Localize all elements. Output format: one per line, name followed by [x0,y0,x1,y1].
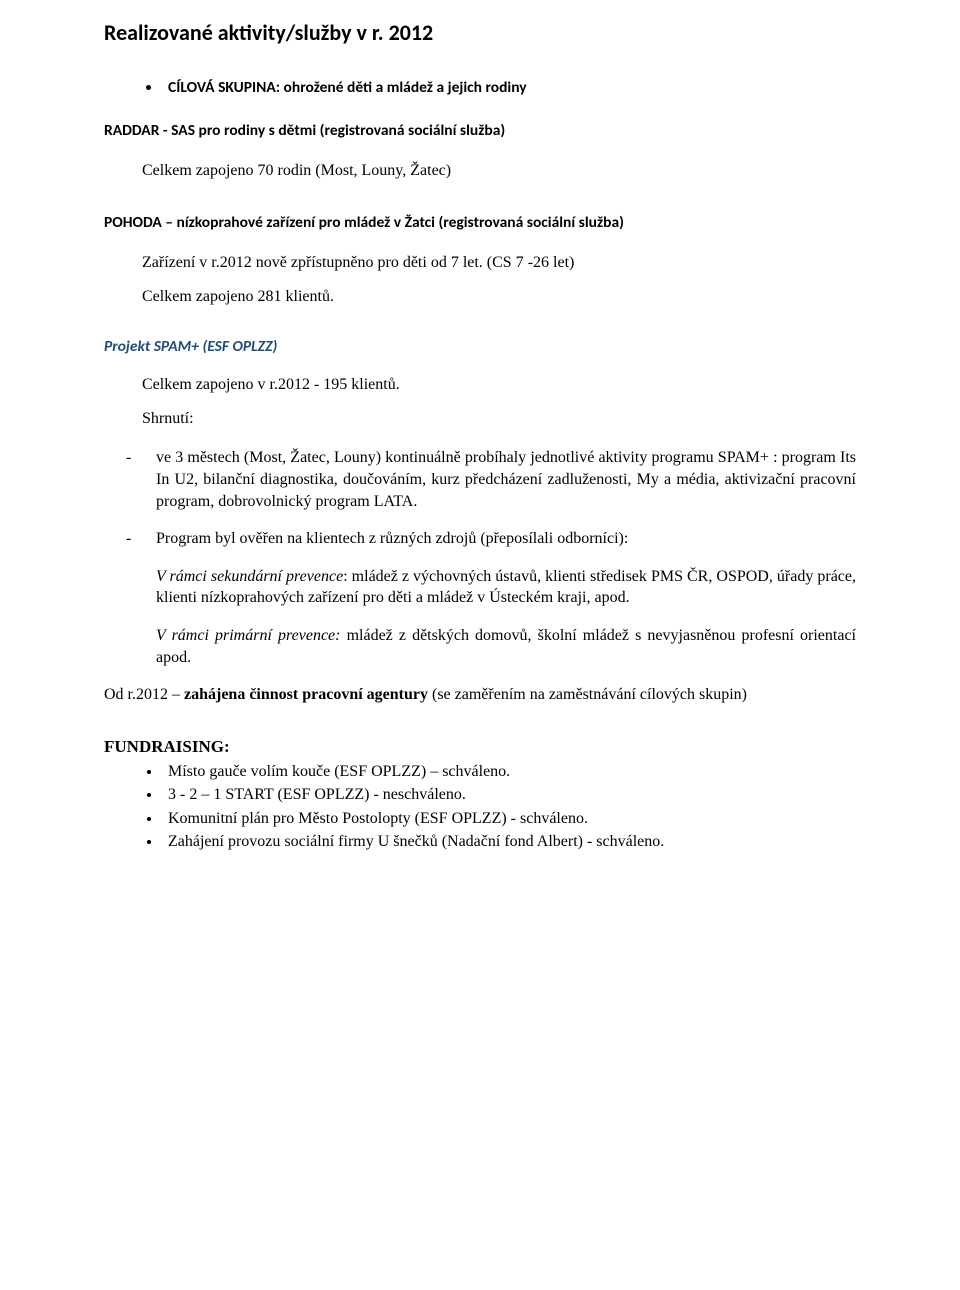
agency-prefix: Od r.2012 – [104,686,184,703]
spam-heading: Projekt SPAM+ (ESF OPLZZ) [104,337,856,358]
pohoda-line-2: Celkem zapojeno 281 klientů. [142,286,856,308]
page-title: Realizované aktivity/služby v r. 2012 [104,18,856,48]
spam-line-1: Celkem zapojeno v r.2012 - 195 klientů. [142,374,856,396]
agency-line: Od r.2012 – zahájena činnost pracovní ag… [104,684,856,706]
target-group-list: CÍLOVÁ SKUPINA: ohrožené děti a mládež a… [104,78,856,99]
list-item: Komunitní plán pro Město Postolopty (ESF… [162,808,856,830]
pohoda-heading: POHODA – nízkoprahové zařízení pro mláde… [104,213,856,234]
raddar-line: Celkem zapojeno 70 rodin (Most, Louny, Ž… [142,160,856,182]
list-item: Zahájení provozu sociální firmy U šnečků… [162,831,856,853]
list-item: Místo gauče volím kouče (ESF OPLZZ) – sc… [162,761,856,783]
list-item: ve 3 městech (Most, Žatec, Louny) kontin… [122,447,856,512]
secondary-prevention-label: V rámci sekundární prevence [156,568,343,585]
spam-summary-label: Shrnutí: [142,408,856,430]
agency-rest: (se zaměřením na zaměstnávání cílových s… [432,686,747,703]
raddar-heading: RADDAR - SAS pro rodiny s dětmi (registr… [104,121,856,142]
fundraising-list: Místo gauče volím kouče (ESF OPLZZ) – sc… [104,761,856,853]
target-group-bullet: CÍLOVÁ SKUPINA: ohrožené děti a mládež a… [162,78,856,99]
agency-bold: zahájena činnost pracovní agentury [184,686,432,703]
secondary-prevention: V rámci sekundární prevence: mládež z vý… [156,566,856,609]
list-item: 3 - 2 – 1 START (ESF OPLZZ) - neschválen… [162,784,856,806]
fundraising-heading: FUNDRAISING: [104,736,856,759]
list-item: Program byl ověřen na klientech z různýc… [122,528,856,550]
spam-bullet-list: ve 3 městech (Most, Žatec, Louny) kontin… [122,447,856,549]
primary-prevention: V rámci primární prevence: mládež z děts… [156,625,856,668]
primary-prevention-label: V rámci primární prevence: [156,627,340,644]
pohoda-line-1: Zařízení v r.2012 nově zpřístupněno pro … [142,252,856,274]
